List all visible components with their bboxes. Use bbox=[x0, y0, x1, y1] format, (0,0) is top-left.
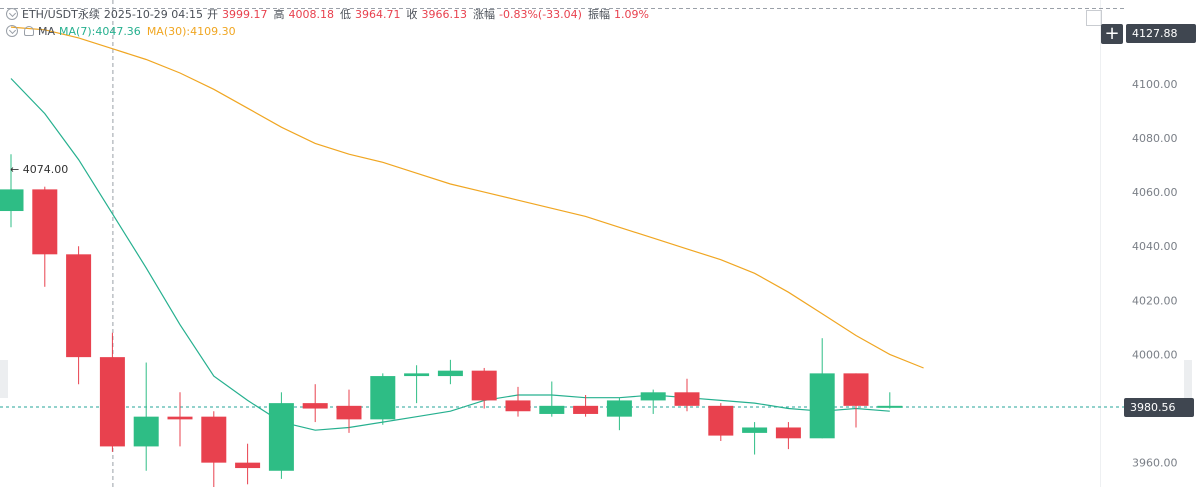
low-label: 低 bbox=[340, 8, 351, 21]
left-scroll-handle bbox=[0, 360, 8, 398]
candle-body bbox=[201, 416, 227, 463]
candle-body bbox=[370, 376, 396, 420]
y-tick-label: 4060.00 bbox=[1132, 186, 1178, 199]
candle-body bbox=[99, 357, 125, 447]
candle-body bbox=[404, 373, 430, 377]
candle-body bbox=[505, 400, 531, 412]
y-tick-label: 4000.00 bbox=[1132, 348, 1178, 361]
candle-body bbox=[573, 405, 599, 414]
ma30-value: MA(30):4109.30 bbox=[146, 24, 236, 38]
ohlc-row: ETH/USDT永续 2025-10-29 04:15 开 3999.17 高 … bbox=[0, 5, 655, 23]
low-value: 3964.71 bbox=[355, 7, 401, 21]
candle-body bbox=[708, 405, 734, 436]
candle-body bbox=[302, 403, 328, 409]
y-tick-label: 3960.00 bbox=[1132, 457, 1178, 470]
change-label: 涨幅 bbox=[473, 8, 495, 21]
right-scroll-handle bbox=[1184, 360, 1192, 398]
close-value: 3966.13 bbox=[421, 7, 468, 21]
high-value: 4008.18 bbox=[288, 7, 335, 21]
ma-label[interactable]: MA bbox=[38, 24, 56, 38]
y-tick-label: 4080.00 bbox=[1132, 132, 1178, 145]
candle-body bbox=[167, 416, 193, 420]
open-label: 开 bbox=[207, 8, 218, 21]
candle-body bbox=[66, 254, 92, 358]
indicator-row: MA MA(7):4047.36 MA(30):4109.30 bbox=[0, 22, 242, 40]
candle-body bbox=[32, 189, 58, 255]
candle-body bbox=[742, 427, 768, 433]
collapse-chevron-icon[interactable] bbox=[6, 8, 18, 20]
candle-body bbox=[0, 189, 24, 212]
change-value: -0.83%(-33.04) bbox=[499, 7, 582, 21]
candle-body bbox=[877, 405, 903, 408]
ma7-line bbox=[10, 78, 890, 431]
add-crosshair-plus-icon[interactable]: + bbox=[1101, 24, 1123, 44]
candle-body bbox=[336, 405, 362, 420]
close-label: 收 bbox=[406, 8, 418, 21]
ma30-line bbox=[10, 26, 924, 369]
candle-body bbox=[606, 400, 632, 417]
amplitude-value: 1.09% bbox=[613, 7, 649, 21]
current-price-tag: 3980.56 bbox=[1124, 398, 1194, 417]
high-marker-label: ← 4074.00 bbox=[10, 163, 69, 176]
alert-bell-icon[interactable] bbox=[24, 26, 34, 36]
candle-datetime: 2025-10-29 04:15 bbox=[103, 7, 203, 21]
fullscreen-icon[interactable] bbox=[1086, 10, 1102, 26]
candle-body bbox=[640, 392, 666, 401]
candle-body bbox=[843, 373, 869, 406]
candle-body bbox=[674, 392, 700, 406]
candle-body bbox=[268, 403, 294, 471]
candle-body bbox=[235, 462, 261, 469]
candle-body bbox=[539, 405, 565, 414]
open-value: 3999.17 bbox=[222, 7, 268, 21]
candle-body bbox=[133, 416, 159, 447]
high-label: 高 bbox=[273, 8, 285, 21]
candle-body bbox=[437, 370, 463, 377]
crosshair-price-tag: 4127.88 bbox=[1126, 24, 1196, 43]
chart-header: ETH/USDT永续 2025-10-29 04:15 开 3999.17 高 … bbox=[0, 0, 1100, 44]
ma7-value: MA(7):4047.36 bbox=[59, 24, 141, 38]
indicator-chevron-icon[interactable] bbox=[6, 25, 18, 37]
candle-body bbox=[471, 370, 497, 401]
candle-body bbox=[809, 373, 835, 439]
y-tick-label: 4100.00 bbox=[1132, 78, 1178, 91]
amplitude-label: 振幅 bbox=[587, 8, 610, 21]
y-tick-label: 4020.00 bbox=[1132, 294, 1178, 307]
symbol-label: ETH/USDT永续 bbox=[22, 8, 100, 21]
y-tick-label: 4040.00 bbox=[1132, 240, 1178, 253]
candle-body bbox=[775, 427, 801, 439]
